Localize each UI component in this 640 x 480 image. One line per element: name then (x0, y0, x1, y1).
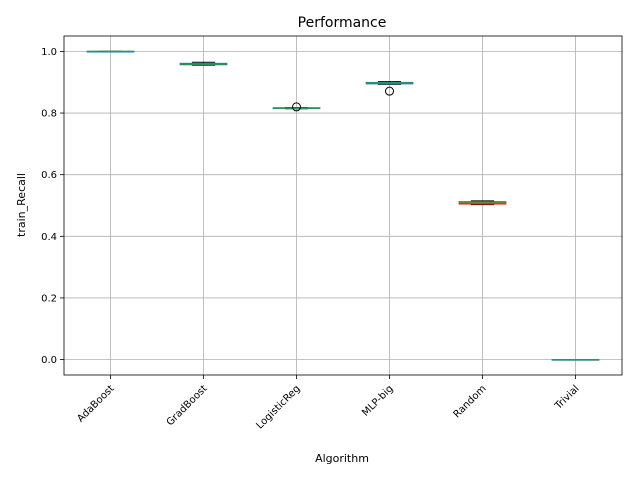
grid-layer (64, 36, 622, 375)
y-axis-label: train_Recall (15, 173, 28, 237)
x-axis-label: Algorithm (315, 452, 369, 465)
box-gradboost (179, 61, 228, 66)
chart-title: Performance (298, 15, 387, 31)
x-tick-label: GradBoost (165, 383, 210, 428)
y-tick-label: 0.4 (41, 232, 57, 243)
y-tick-label: 0.2 (41, 293, 57, 304)
outlier-point (292, 102, 301, 112)
x-tick-label: MLP-big (360, 383, 395, 418)
plot-frame (63, 35, 623, 376)
x-tick-label: AdaBoost (75, 383, 116, 424)
y-tick-label: 0.6 (41, 170, 57, 181)
box-trivial (551, 358, 600, 361)
y-tick-label: 1.0 (41, 47, 57, 58)
outlier-point (385, 86, 394, 96)
y-tick-label: 0.0 (41, 355, 57, 366)
box-layer (86, 50, 600, 361)
y-axis-ticks: 0.0 0.2 0.4 0.6 0.8 1.0 (41, 47, 64, 366)
y-tick-label: 0.8 (41, 109, 57, 120)
x-tick-label: LogisticReg (255, 383, 303, 431)
box-random (458, 200, 507, 206)
x-tick-label: Trivial (553, 383, 582, 412)
box-logisticreg (272, 102, 321, 112)
x-tick-label: Random (452, 383, 489, 420)
x-axis-ticks: AdaBoost GradBoost LogisticReg MLP-big Rando… (75, 375, 582, 431)
box-adaboost (86, 50, 135, 53)
box-mlp-big (365, 81, 414, 96)
